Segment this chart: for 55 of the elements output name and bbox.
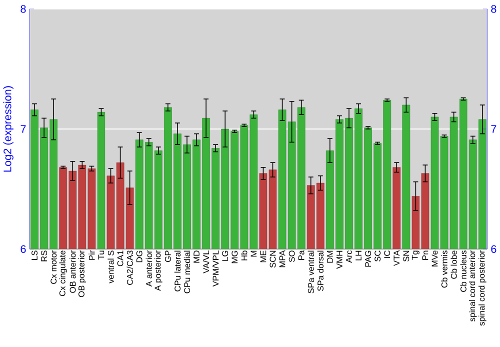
x-tick-label: Cb lobe [450,250,457,279]
x-tick-label: SC [374,250,381,262]
x-tick-label: VTA [394,250,400,266]
x-tick-label: IC [384,250,390,258]
x-tick-label: SCN [270,250,276,268]
x-tick-label: Pa [298,250,304,260]
y2-tick-label: 8 [491,4,496,13]
x-tick-label: MVe [432,250,438,266]
x-tick-label: DG [136,250,142,262]
x-tick-label: VA/VL [202,250,210,274]
x-tick-label: Pir [88,250,95,260]
x-tick-label: OB anterior [70,250,76,293]
x-tick-label: SN [403,250,410,262]
x-tick-label: CPu lateral [174,250,181,292]
x-tick-label: Cb vermis [441,250,448,288]
x-tick-label: spinal cord anterior [468,250,477,322]
x-tick-label: CPu medial [184,250,190,294]
y2-tick-label: 6 [491,245,496,253]
x-tick-label: Cx cingulate [59,250,68,296]
x-tick-label: VPM/VPL [212,250,219,286]
x-tick-label: Cx motor [50,250,57,284]
y2-tick-label: 7 [491,125,496,133]
x-tick-label: PAG [365,250,372,267]
x-tick-label: Hb [241,250,248,260]
x-tick-label: Cb nucleus [460,250,466,292]
x-tick-label: A posterior [154,250,162,291]
x-tick-label: MPA [279,250,286,267]
x-tick-label: VMH [336,250,342,269]
x-tick-label: Pn [422,250,428,260]
y-tick-label: 8 [20,4,26,13]
x-tick-label: SPa dorsal [317,250,324,291]
x-tick-label: MG [232,250,238,263]
x-tick-label: Tg [412,250,420,260]
x-tick-label: CA2/CA3 [126,250,133,285]
x-tick-label: OB posterior [78,250,86,297]
x-tick-label: RS [41,250,48,262]
x-tick-label: SO [288,250,295,262]
x-tick-label: LH [356,250,362,260]
x-tick-label: GP [164,250,171,262]
x-tick-label: Tu [98,250,104,260]
x-tick-label: LG [222,250,228,261]
x-tick-label: MD [194,250,200,262]
x-tick-label: ME [260,250,266,262]
y-axis-title: Log2 (expression) [3,86,14,172]
x-tick-label: SPa ventral [308,250,314,294]
x-tick-label: ventral S [108,250,114,284]
x-tick-label: A anterior [146,250,152,287]
y-tick-label: 7 [20,125,26,133]
x-tick-label: M [250,250,257,256]
x-tick-label: DM [327,250,333,262]
x-tick-label: spinal cord posterior [478,250,486,326]
x-tick-label: Arc [346,250,352,263]
y-tick-label: 6 [20,245,26,253]
x-tick-label: CA1 [117,250,124,266]
x-tick-label: LS [32,250,38,260]
